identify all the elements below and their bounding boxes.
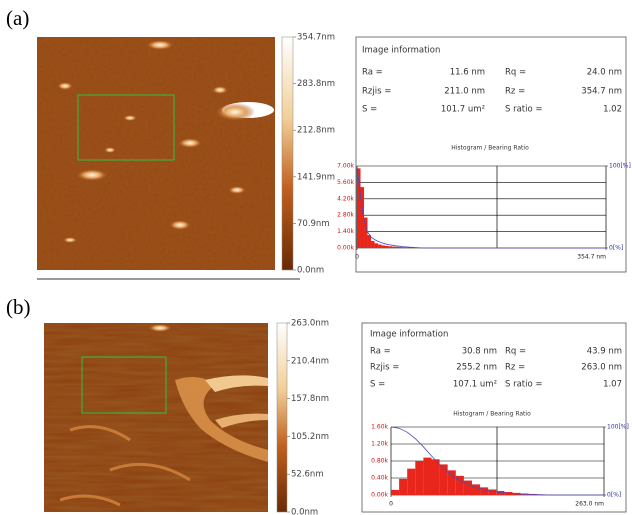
info-key: Ra =	[362, 68, 383, 78]
histogram-bar	[463, 480, 472, 495]
histogram-bar	[455, 475, 464, 495]
y-tick-label: 1.60k	[371, 424, 388, 431]
histogram-bar	[480, 487, 489, 495]
y2-tick-label: 0[%]	[609, 245, 623, 252]
y-tick-label: 0.00k	[337, 245, 354, 252]
histogram-bar	[471, 484, 481, 495]
panel-label: (b)	[6, 295, 31, 319]
info-key: Rz =	[505, 87, 525, 97]
colorbar-label: 283.8nm	[297, 79, 335, 89]
histogram-bar	[388, 246, 393, 248]
colorbar-label: 0.0nm	[297, 266, 324, 276]
histogram-bar	[402, 247, 407, 248]
histogram-title: Histogram / Bearing Ratio	[451, 145, 529, 152]
histogram-bar	[415, 461, 424, 495]
afm-image	[44, 323, 268, 512]
y-tick-label: 7.00k	[337, 163, 354, 170]
afm-image	[37, 37, 275, 270]
colorbar-label: 52.6nm	[291, 470, 324, 480]
histogram-bar	[423, 457, 432, 495]
info-value: 354.7 nm	[581, 87, 622, 97]
histogram-bar	[364, 217, 368, 248]
y2-tick-label: 100[%]	[607, 424, 629, 431]
info-key: Rzjis =	[370, 363, 399, 373]
y-tick-label: 0.80k	[371, 458, 388, 465]
info-key: Rq =	[505, 68, 526, 78]
x-tick-label: 354.7 nm	[577, 254, 606, 261]
info-key: Ra =	[370, 347, 391, 357]
y2-tick-label: 0[%]	[607, 492, 621, 499]
info-value: 1.07	[603, 380, 622, 390]
histogram-bar	[447, 470, 456, 495]
histogram-bar	[431, 459, 440, 495]
info-value: 24.0 nm	[587, 68, 622, 78]
histogram-bar	[488, 489, 497, 495]
histogram-title: Histogram / Bearing Ratio	[453, 411, 531, 418]
histogram-bar	[391, 489, 400, 495]
histogram-bar	[385, 245, 389, 248]
colorbar-label: 0.0nm	[291, 508, 318, 515]
histogram-bar	[409, 247, 414, 248]
colorbar-label: 70.9nm	[297, 219, 330, 229]
x-tick-label: 0	[355, 254, 359, 261]
info-box	[355, 36, 627, 273]
colorbar-label: 157.8nm	[291, 394, 329, 404]
x-tick-label: 0	[389, 501, 393, 508]
y-tick-label: 4.20k	[337, 195, 354, 202]
info-value: 11.6 nm	[450, 68, 485, 78]
info-key: S =	[370, 380, 385, 390]
y-tick-label: 1.20k	[371, 441, 388, 448]
panel-label: (a)	[6, 6, 29, 30]
info-key: S ratio =	[505, 380, 543, 390]
y-tick-label: 0.40k	[371, 475, 388, 482]
info-value: 1.02	[603, 105, 622, 115]
info-key: Rzjis =	[362, 87, 391, 97]
y-tick-label: 2.80k	[337, 212, 354, 219]
y2-tick-label: 100[%]	[609, 163, 631, 170]
y-tick-label: 5.60k	[337, 179, 354, 186]
histogram-bar	[496, 490, 505, 495]
histogram-bar	[439, 464, 448, 495]
histogram-bar	[371, 240, 375, 248]
info-key: Rz =	[505, 363, 525, 373]
y-tick-label: 0.00k	[371, 492, 388, 499]
histogram-bar	[378, 244, 382, 248]
info-title: Image information	[370, 330, 448, 340]
info-title: Image information	[362, 46, 440, 56]
histogram-bar	[357, 168, 361, 248]
colorbar-label: 212.8nm	[297, 126, 335, 136]
histogram-bar	[381, 245, 386, 248]
histogram-bar	[395, 246, 400, 248]
info-value: 101.7 um²	[441, 105, 485, 115]
x-tick-label: 263.0 nm	[575, 501, 604, 508]
info-value: 43.9 nm	[587, 347, 622, 357]
bearing-curve	[356, 165, 606, 249]
histogram-bar	[407, 468, 416, 495]
colorbar-label: 210.4nm	[291, 356, 329, 366]
colorbar-label: 354.7nm	[297, 33, 335, 43]
info-key: S ratio =	[505, 105, 543, 115]
info-value: 263.0 nm	[581, 363, 622, 373]
histogram-bar	[360, 187, 365, 248]
info-value: 255.2 nm	[456, 363, 497, 373]
histogram-bar	[399, 247, 403, 248]
info-value: 107.1 um²	[453, 380, 497, 390]
colorbar	[276, 322, 288, 513]
info-value: 211.0 nm	[444, 87, 485, 97]
colorbar-label: 263.0nm	[291, 319, 329, 329]
histogram-bar	[399, 478, 408, 495]
histogram-bar	[367, 235, 372, 248]
histogram-bar	[392, 246, 396, 248]
colorbar-label: 105.2nm	[291, 432, 329, 442]
histogram-bar	[374, 243, 379, 248]
colorbar	[281, 36, 294, 271]
info-key: Rq =	[505, 347, 526, 357]
info-key: S =	[362, 105, 377, 115]
y-tick-label: 1.40k	[337, 228, 354, 235]
info-value: 30.8 nm	[462, 347, 497, 357]
histogram-bar	[406, 247, 410, 248]
colorbar-label: 141.9nm	[297, 172, 335, 182]
bearing-curve	[390, 426, 604, 496]
